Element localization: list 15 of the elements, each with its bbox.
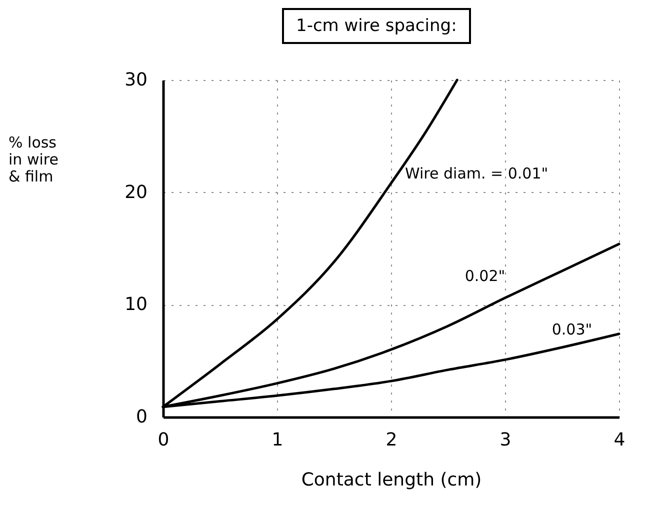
series-label: Wire diam. = 0.01": [405, 164, 548, 182]
x-tick-label: 0: [158, 430, 170, 450]
y-tick-label: 20: [124, 182, 148, 203]
x-tick-label: 1: [272, 430, 284, 450]
x-tick-label: 4: [614, 430, 626, 450]
chart-title: 1-cm wire spacing:: [282, 8, 471, 44]
y-axis-title: % loss in wire & film: [8, 134, 58, 186]
x-tick-label: 3: [500, 430, 512, 450]
x-axis-title: Contact length (cm): [301, 470, 482, 490]
series-label: 0.02": [464, 266, 506, 285]
y-tick-label: 30: [124, 70, 148, 90]
y-tick-label: 0: [136, 406, 148, 428]
y-tick-label: 10: [124, 294, 148, 316]
x-tick-label: 2: [386, 430, 398, 450]
series-label: 0.03": [552, 320, 592, 338]
